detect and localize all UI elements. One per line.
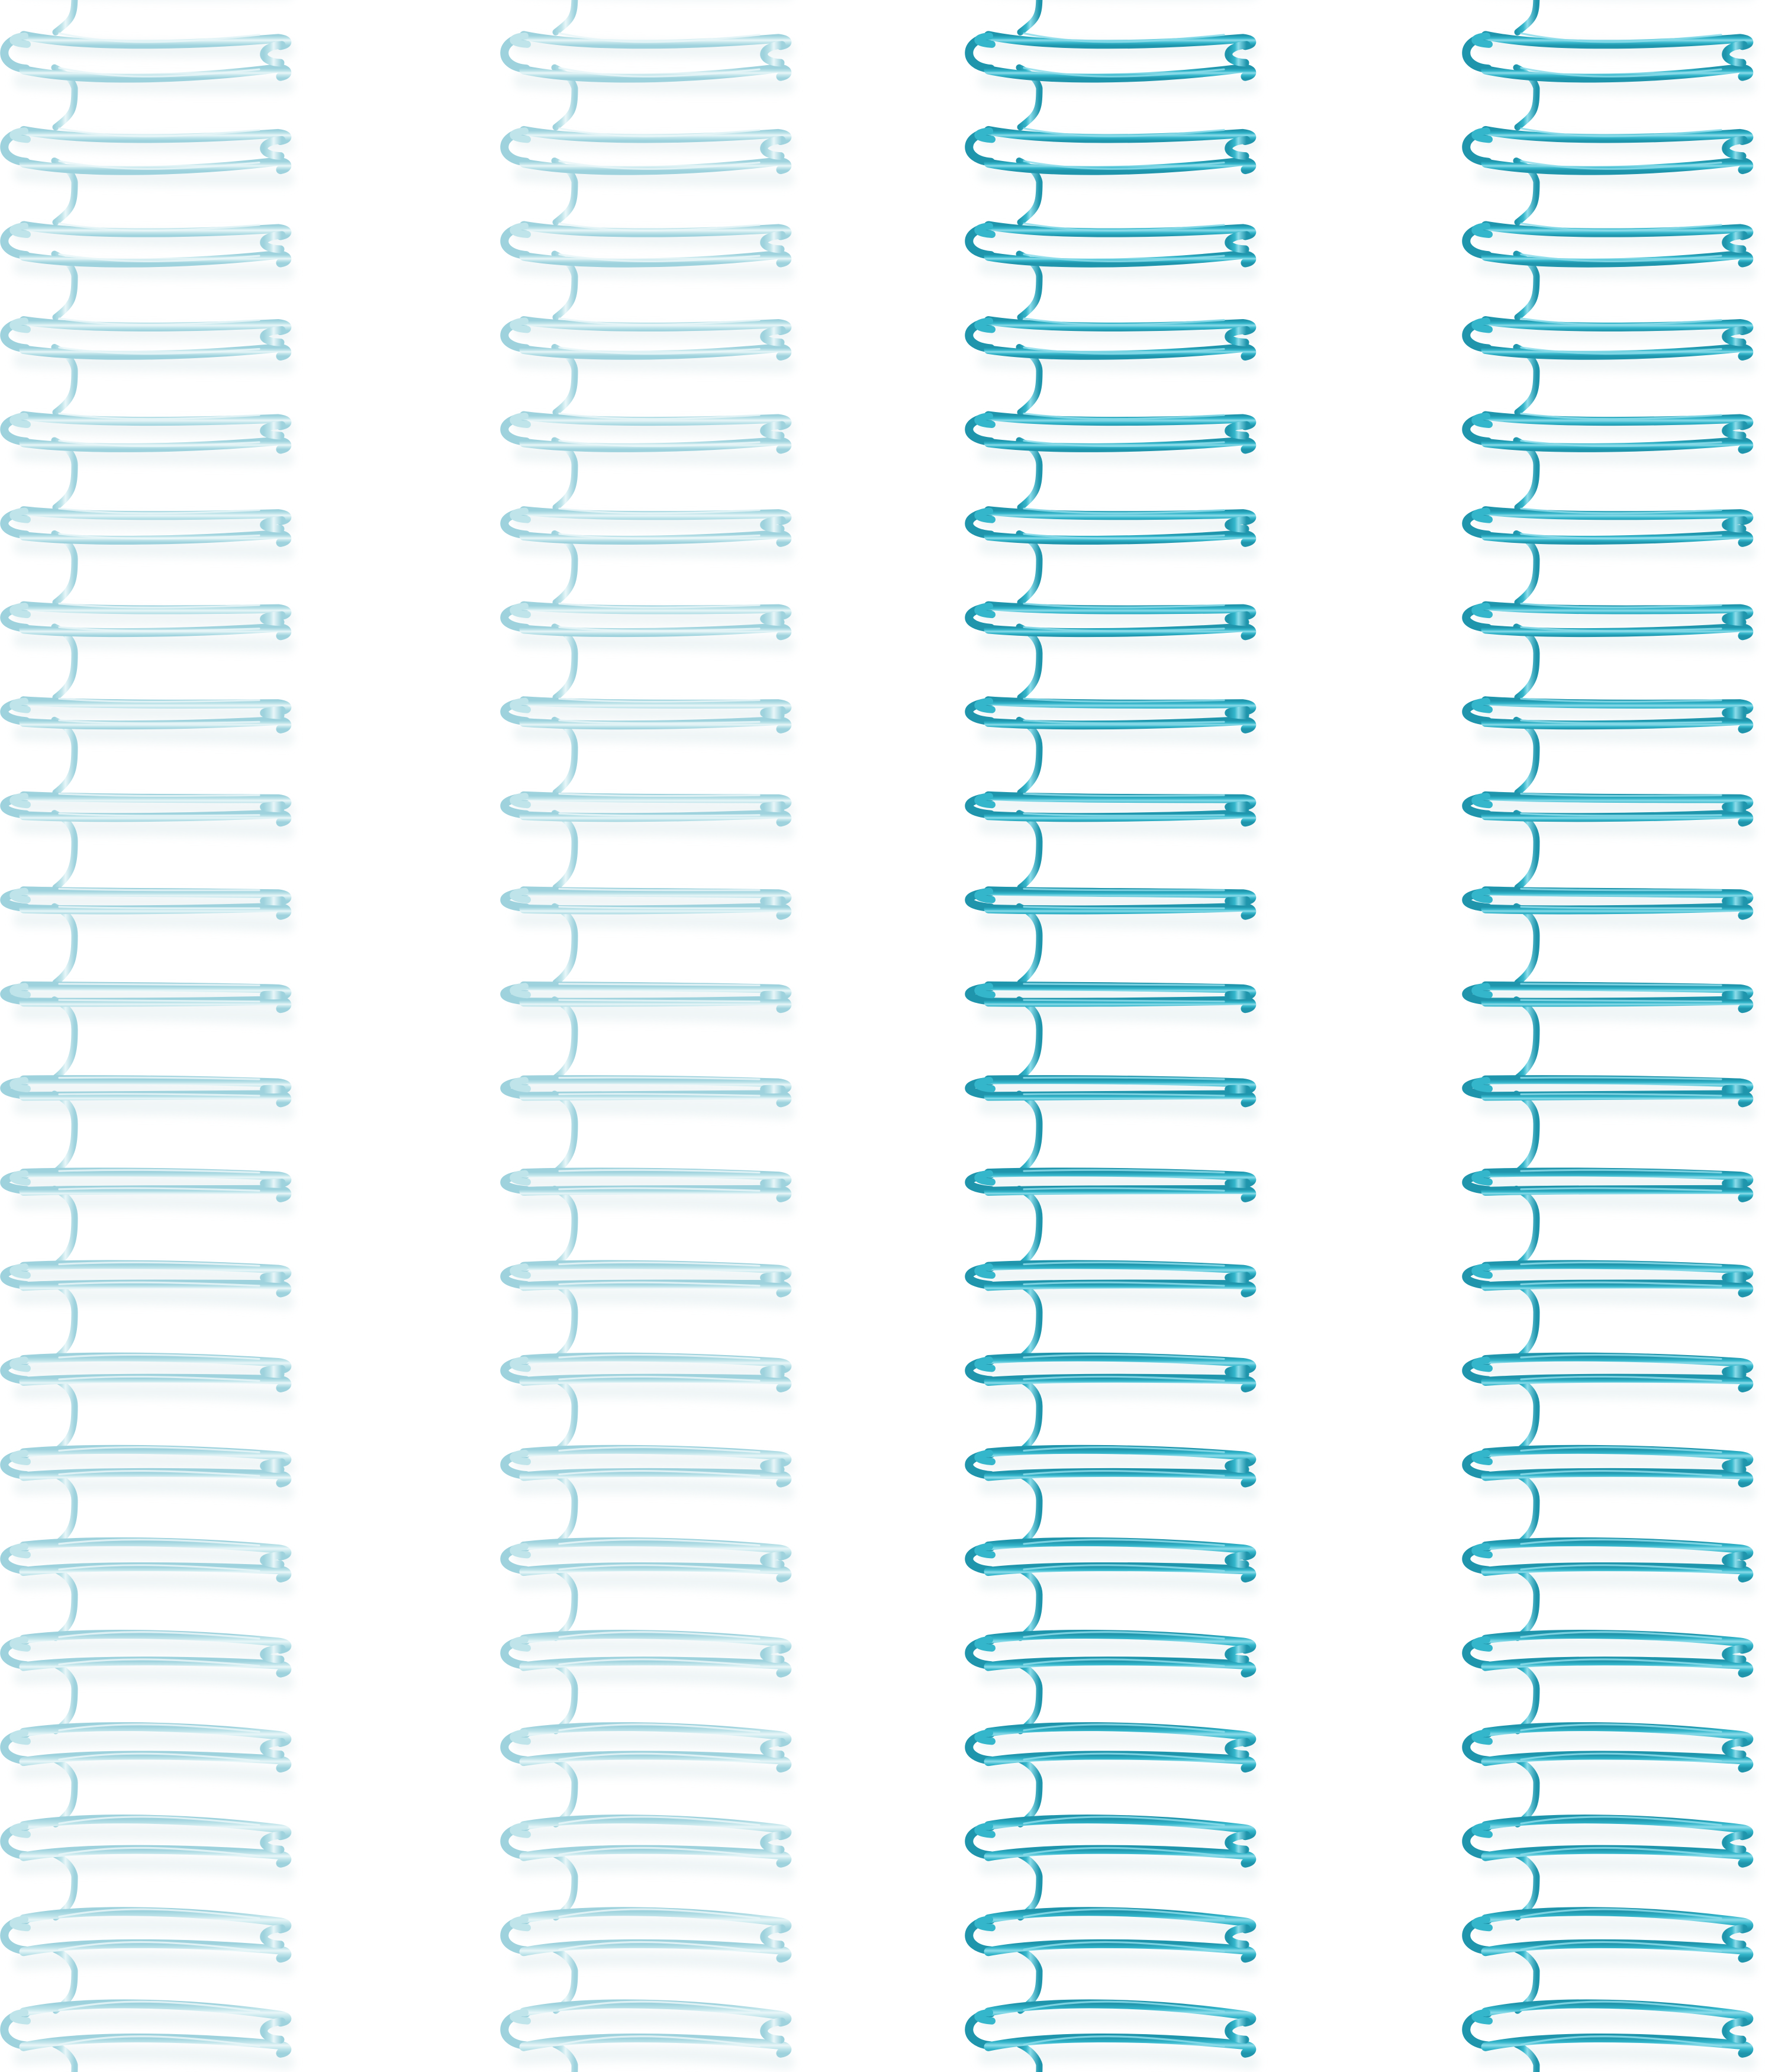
wire-binding-coil — [1462, 0, 1775, 2072]
wire-binding-coil — [0, 0, 355, 2072]
wire-binding-coil — [965, 0, 1320, 2072]
wire-binding-coil — [500, 0, 855, 2072]
